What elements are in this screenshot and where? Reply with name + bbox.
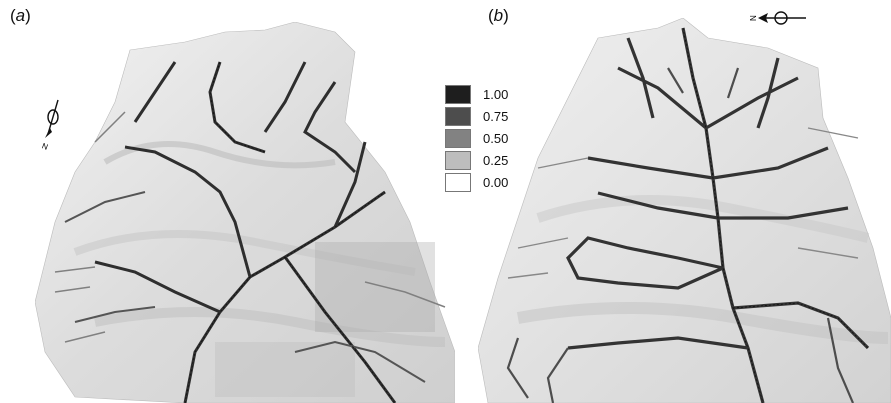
legend-swatch-4 xyxy=(445,150,471,170)
legend-swatch-3 xyxy=(445,128,471,148)
legend: 1.00 0.75 0.50 0.25 0.00 xyxy=(445,83,508,193)
north-letter-b: N xyxy=(749,15,758,21)
panel-label-a: (a) xyxy=(10,6,31,25)
legend-row-5: 0.00 xyxy=(445,171,508,193)
terrain-map-b xyxy=(478,18,891,403)
terrain-surface-a xyxy=(35,22,455,403)
legend-swatch-2 xyxy=(445,106,471,126)
legend-label-5: 0.00 xyxy=(483,174,509,190)
legend-row-3: 0.50 xyxy=(445,127,508,149)
panel-b-letter: b xyxy=(493,6,504,25)
terrain-map-a xyxy=(35,22,455,403)
legend-label-3: 0.50 xyxy=(483,130,509,146)
legend-row-4: 0.25 xyxy=(445,149,508,171)
legend-swatch-5 xyxy=(445,172,471,192)
legend-swatch-1 xyxy=(445,84,471,104)
north-arrow-icon: N xyxy=(41,99,59,152)
legend-label-1: 1.00 xyxy=(483,86,509,102)
legend-row-1: 1.00 xyxy=(445,83,508,105)
legend-label-2: 0.75 xyxy=(483,108,509,124)
north-letter-a: N xyxy=(41,141,50,152)
panel-label-b: (b) xyxy=(488,6,509,25)
legend-label-4: 0.25 xyxy=(483,152,509,168)
legend-row-2: 0.75 xyxy=(445,105,508,127)
north-arrow-icon: N xyxy=(749,11,806,25)
panel-a-letter: a xyxy=(15,6,26,25)
